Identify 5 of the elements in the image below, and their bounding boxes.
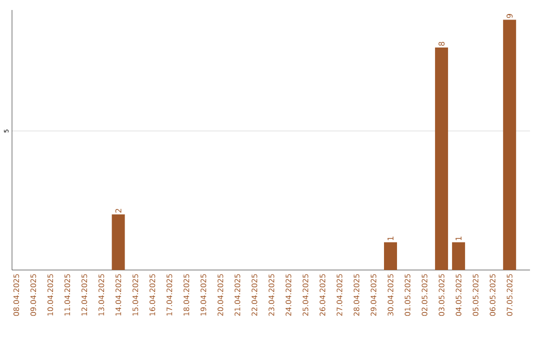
bar xyxy=(384,242,398,270)
bar xyxy=(503,20,516,270)
bar xyxy=(435,48,448,270)
bar xyxy=(452,242,466,270)
bar xyxy=(112,214,125,270)
